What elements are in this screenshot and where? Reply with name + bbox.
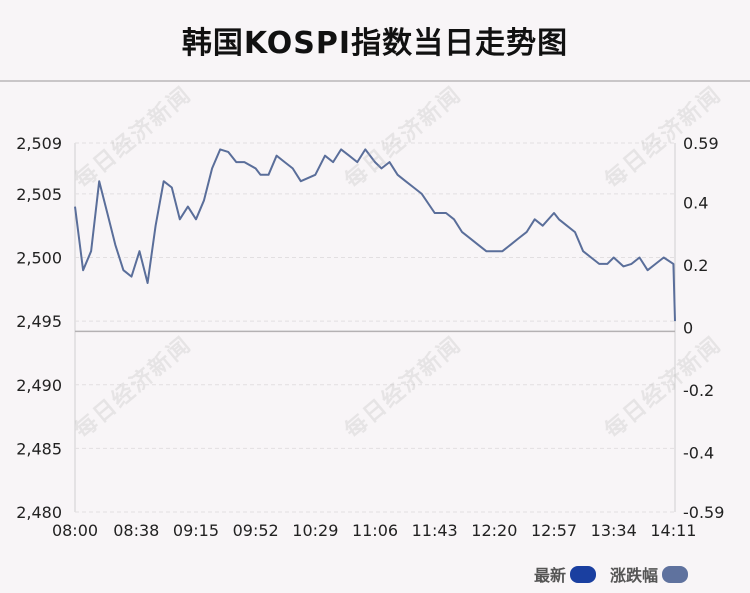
x-tick-label: 08:00 xyxy=(52,521,98,540)
x-tick-label: 14:11 xyxy=(650,521,696,540)
y-tick-label-right: -0.2 xyxy=(683,381,714,400)
x-tick-label: 11:43 xyxy=(412,521,458,540)
y-tick-label-right: 0.2 xyxy=(683,256,708,275)
y-tick-label-right: 0.4 xyxy=(683,193,708,212)
y-tick-label-right: 0.59 xyxy=(683,134,719,153)
x-tick-label: 12:57 xyxy=(531,521,577,540)
x-tick-label: 08:38 xyxy=(113,521,159,540)
y-tick-label-left: 2,500 xyxy=(16,249,62,268)
title-divider xyxy=(0,80,750,82)
y-tick-label-left: 2,480 xyxy=(16,503,62,522)
series-line xyxy=(74,148,676,322)
legend-label-latest: 最新 xyxy=(534,566,567,585)
y-tick-label-left: 2,485 xyxy=(16,439,62,458)
y-tick-label-left: 2,490 xyxy=(16,376,62,395)
x-tick-label: 10:29 xyxy=(292,521,338,540)
legend-swatch-latest xyxy=(570,565,597,583)
legend-swatch-change xyxy=(662,565,689,583)
legend-item-change: 涨跌幅 xyxy=(610,563,689,585)
y-tick-label-right: 0 xyxy=(683,319,693,338)
y-tick-label-left: 2,505 xyxy=(16,185,62,204)
x-tick-label: 11:06 xyxy=(352,521,398,540)
x-tick-label: 09:15 xyxy=(173,521,219,540)
legend-label-change: 涨跌幅 xyxy=(610,566,659,585)
y-tick-label-right: -0.4 xyxy=(683,444,714,463)
legend-item-latest: 最新 xyxy=(534,563,597,585)
y-tick-label-left: 2,495 xyxy=(16,312,62,331)
x-tick-label: 13:34 xyxy=(591,521,637,540)
chart-title: 韩国KOSPI指数当日走势图 xyxy=(181,26,569,61)
y-tick-label-right: -0.59 xyxy=(683,503,724,522)
x-tick-label: 12:20 xyxy=(471,521,517,540)
x-tick-label: 09:52 xyxy=(233,521,279,540)
y-tick-label-left: 2,509 xyxy=(16,134,62,153)
